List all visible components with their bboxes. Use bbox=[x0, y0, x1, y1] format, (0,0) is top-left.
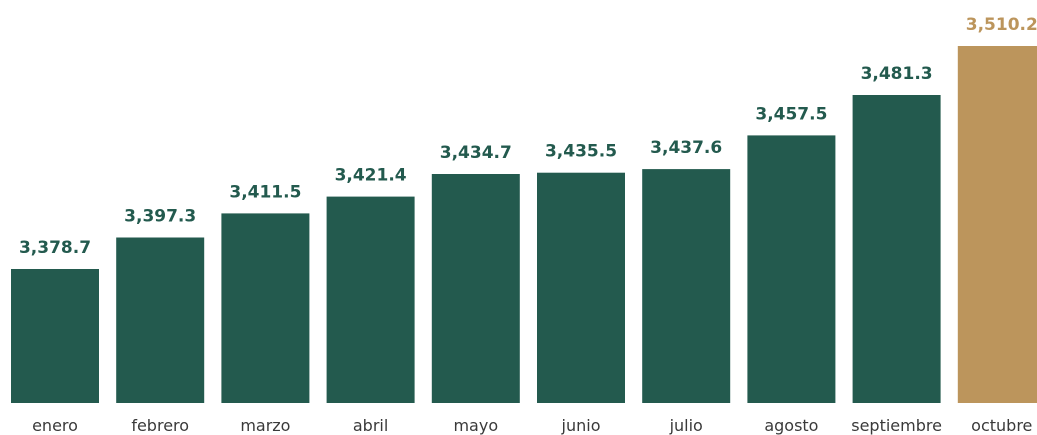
x-label-septiembre: septiembre bbox=[851, 416, 942, 435]
value-label-junio: 3,435.5 bbox=[545, 142, 617, 162]
bar-junio bbox=[537, 172, 625, 403]
value-label-agosto: 3,457.5 bbox=[755, 104, 827, 124]
bar-octubre bbox=[957, 46, 1037, 403]
x-label-octubre: octubre bbox=[971, 416, 1032, 435]
value-label-julio: 3,437.6 bbox=[650, 138, 722, 158]
bar-agosto bbox=[747, 135, 836, 403]
x-label-junio: junio bbox=[561, 416, 601, 435]
bar-abril bbox=[326, 196, 415, 403]
bar-mayo bbox=[431, 174, 520, 403]
value-label-febrero: 3,397.3 bbox=[124, 207, 196, 227]
value-label-abril: 3,421.4 bbox=[335, 166, 407, 186]
x-label-febrero: febrero bbox=[131, 416, 189, 435]
bar-marzo bbox=[221, 213, 310, 403]
value-label-mayo: 3,434.7 bbox=[440, 143, 512, 163]
bars-group bbox=[11, 46, 1037, 403]
value-label-marzo: 3,411.5 bbox=[229, 182, 301, 202]
value-label-octubre: 3,510.2 bbox=[966, 15, 1037, 35]
bar-enero bbox=[11, 269, 99, 403]
bar-febrero bbox=[116, 237, 205, 403]
x-label-mayo: mayo bbox=[453, 416, 498, 435]
x-label-julio: julio bbox=[669, 416, 703, 435]
x-label-agosto: agosto bbox=[764, 416, 818, 435]
x-label-abril: abril bbox=[353, 416, 388, 435]
x-axis-labels-group: enero febrero marzo abril mayo junio julio agos… bbox=[32, 416, 1032, 435]
value-label-septiembre: 3,481.3 bbox=[861, 64, 933, 84]
value-label-enero: 3,378.7 bbox=[19, 238, 91, 258]
x-label-enero: enero bbox=[32, 416, 78, 435]
value-labels-group: 3,378.7 3,397.3 3,411.5 3,421.4 3,434.7 3,435… bbox=[19, 15, 1037, 258]
bar-julio bbox=[642, 169, 731, 403]
x-label-marzo: marzo bbox=[240, 416, 290, 435]
bar-septiembre bbox=[852, 95, 941, 403]
